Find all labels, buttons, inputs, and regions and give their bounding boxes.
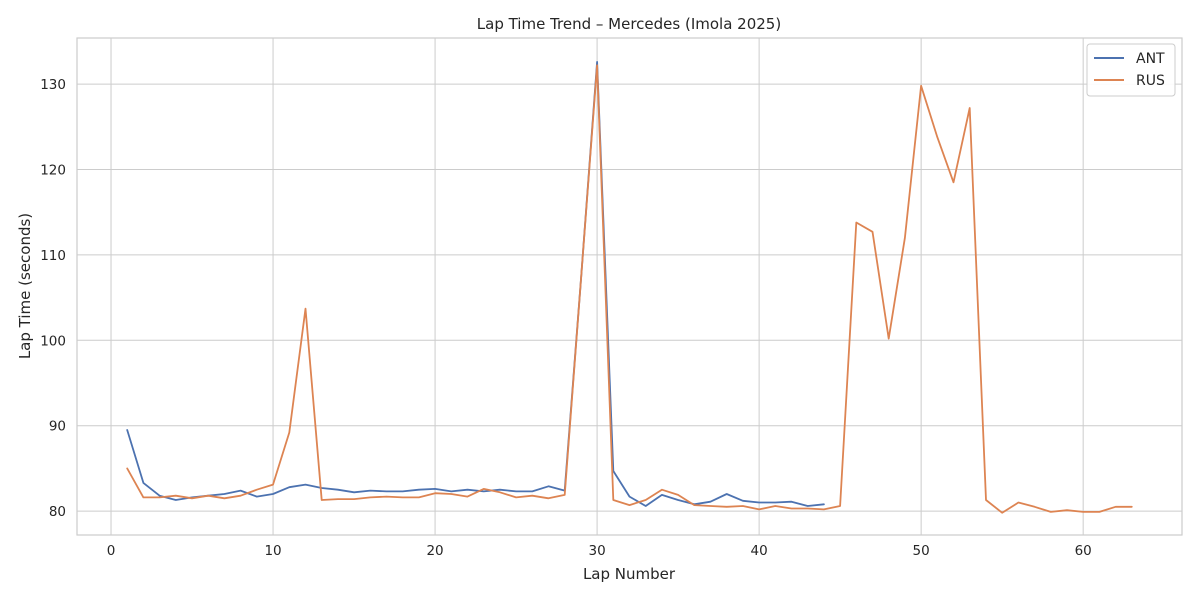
y-tick-label: 100 (40, 333, 66, 349)
x-tick-label: 0 (107, 543, 116, 559)
x-tick-label: 10 (264, 543, 281, 559)
x-axis-ticks: 0 10 20 30 40 50 60 (107, 543, 1092, 559)
y-tick-label: 110 (40, 248, 66, 264)
legend-label-rus: RUS (1136, 73, 1165, 89)
x-tick-label: 30 (589, 543, 606, 559)
chart-title: Lap Time Trend – Mercedes (Imola 2025) (477, 15, 781, 33)
y-tick-label: 90 (49, 419, 66, 435)
grid (77, 38, 1182, 535)
x-axis-label: Lap Number (583, 565, 676, 583)
x-tick-label: 50 (913, 543, 930, 559)
legend-label-ant: ANT (1136, 51, 1165, 67)
y-axis-ticks: 80 90 100 110 120 130 (40, 77, 66, 520)
y-axis-label: Lap Time (seconds) (16, 213, 34, 359)
x-tick-label: 60 (1075, 543, 1092, 559)
x-tick-label: 20 (426, 543, 443, 559)
legend: ANT RUS (1086, 43, 1176, 97)
series (126, 61, 1133, 514)
y-tick-label: 130 (40, 77, 66, 93)
plot-frame (76, 37, 1183, 536)
series-line-rus (126, 64, 1133, 514)
series-line-ant (126, 61, 825, 507)
y-tick-label: 80 (49, 504, 66, 520)
x-tick-label: 40 (751, 543, 768, 559)
y-tick-label: 120 (40, 163, 66, 179)
